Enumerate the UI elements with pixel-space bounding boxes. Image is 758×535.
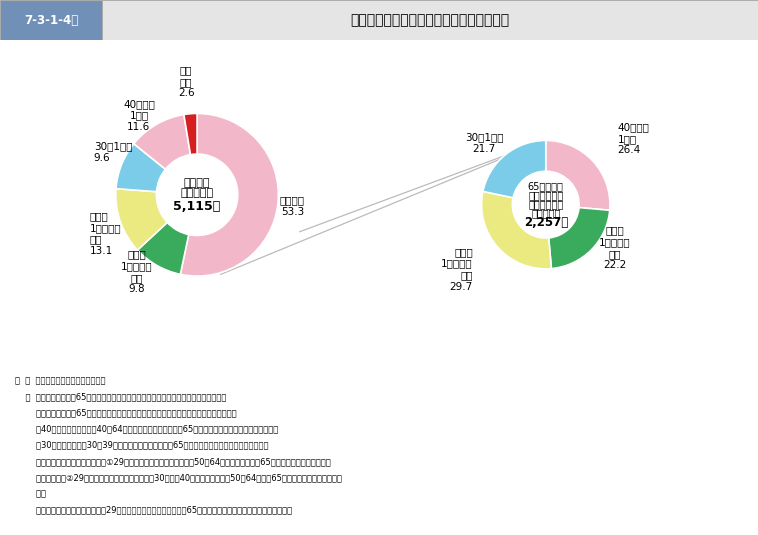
Text: 「若年時１犯目以後継続」は，29歳までに１犯目の犯歴があり，65歳までほぼ継続的に犯歴がある者をいう。: 「若年時１犯目以後継続」は，29歳までに１犯目の犯歴があり，65歳までほぼ継続的… [15, 505, 293, 514]
Text: 若年時
1犯目以後
継続
9.8: 若年時 1犯目以後 継続 9.8 [121, 250, 153, 294]
Text: 「40代以後１犯目」は，40～64歳に１犯目の犯歴があり，65歳以上における犯歴がある者をいう。: 「40代以後１犯目」は，40～64歳に１犯目の犯歴があり，65歳以上における犯歴… [15, 425, 278, 434]
Text: 7-3-1-4図: 7-3-1-4図 [24, 13, 79, 27]
Wedge shape [137, 223, 189, 274]
Wedge shape [133, 114, 190, 169]
Text: 30代1犯目
21.7: 30代1犯目 21.7 [465, 132, 503, 154]
Text: 若年時
1犯目以後
継続
22.2: 若年時 1犯目以後 継続 22.2 [599, 226, 631, 270]
Text: ある調査対象: ある調査対象 [528, 200, 563, 210]
Text: 注  １  法務総合研究所の調査による。: 注 １ 法務総合研究所の調査による。 [15, 377, 105, 386]
Text: 40代以後
1犯目
26.4: 40代以後 1犯目 26.4 [618, 122, 650, 155]
Text: 高齢初犯
53.3: 高齢初犯 53.3 [280, 196, 305, 217]
Text: おける犯歴が: おける犯歴が [528, 190, 563, 201]
Text: る者，又は，②29歳までに１犯目の犯歴があり，30代及び40代に犯歴がなく，50～64歳及び65歳以上に犯歴がある者をい: る者，又は，②29歳までに１犯目の犯歴があり，30代及び40代に犯歴がなく，50… [15, 473, 342, 482]
Text: ２  「高齢初犯」は，65歳以上に１犯目の犯歴があり，総犯歴数が１である者をいう。: ２ 「高齢初犯」は，65歳以上に１犯目の犯歴があり，総犯歴数が１である者をいう。 [15, 393, 227, 402]
Wedge shape [546, 141, 610, 210]
Text: 調査対象: 調査対象 [184, 178, 210, 188]
Text: 高齢犯罪者: 高齢犯罪者 [180, 188, 214, 198]
Text: 高齢犯罪者: 高齢犯罪者 [531, 209, 560, 219]
Text: 30代1犯目
9.6: 30代1犯目 9.6 [94, 141, 133, 163]
Text: 「30代１犯目」は，30～39歳に１犯目の犯歴があり，65歳以上における犯歴がある者をいう。: 「30代１犯目」は，30～39歳に１犯目の犯歴があり，65歳以上における犯歴があ… [15, 441, 268, 450]
Wedge shape [481, 192, 551, 269]
Text: う。: う。 [15, 489, 46, 498]
Bar [0, 0, 102, 40]
Bar [102, 0, 758, 40]
Text: 2,257人: 2,257人 [524, 216, 568, 229]
Text: 調査対象高齢犯罪者の犯歴時年齢別構成比: 調査対象高齢犯罪者の犯歴時年齢別構成比 [351, 13, 509, 27]
Wedge shape [116, 144, 165, 192]
Text: 65歳未満に: 65歳未満に [528, 182, 564, 192]
Wedge shape [180, 113, 278, 276]
Text: 高齢
再犯
2.6: 高齢 再犯 2.6 [178, 65, 195, 98]
Text: 5,115人: 5,115人 [174, 201, 221, 213]
Wedge shape [483, 141, 546, 198]
Text: 若年時
1犯目以後
中断
29.7: 若年時 1犯目以後 中断 29.7 [441, 247, 473, 292]
Text: 「若年時１犯目以後中断」は，①29歳までに１犯目の犯歴があり，50～64歳に犯歴がなく，65歳以上における犯歴がある: 「若年時１犯目以後中断」は，①29歳までに１犯目の犯歴があり，50～64歳に犯歴… [15, 457, 331, 466]
Text: 40代以後
1犯目
11.6: 40代以後 1犯目 11.6 [123, 99, 155, 132]
Text: 「高齢再犯」は，65歳以上に１犯目の犯歴があり，総犯歴数が２以上である者をいう。: 「高齢再犯」は，65歳以上に１犯目の犯歴があり，総犯歴数が２以上である者をいう。 [15, 409, 236, 418]
Wedge shape [549, 208, 609, 269]
Wedge shape [184, 113, 197, 155]
Wedge shape [116, 189, 168, 250]
Text: 若年時
1犯目以後
中断
13.1: 若年時 1犯目以後 中断 13.1 [90, 211, 121, 256]
